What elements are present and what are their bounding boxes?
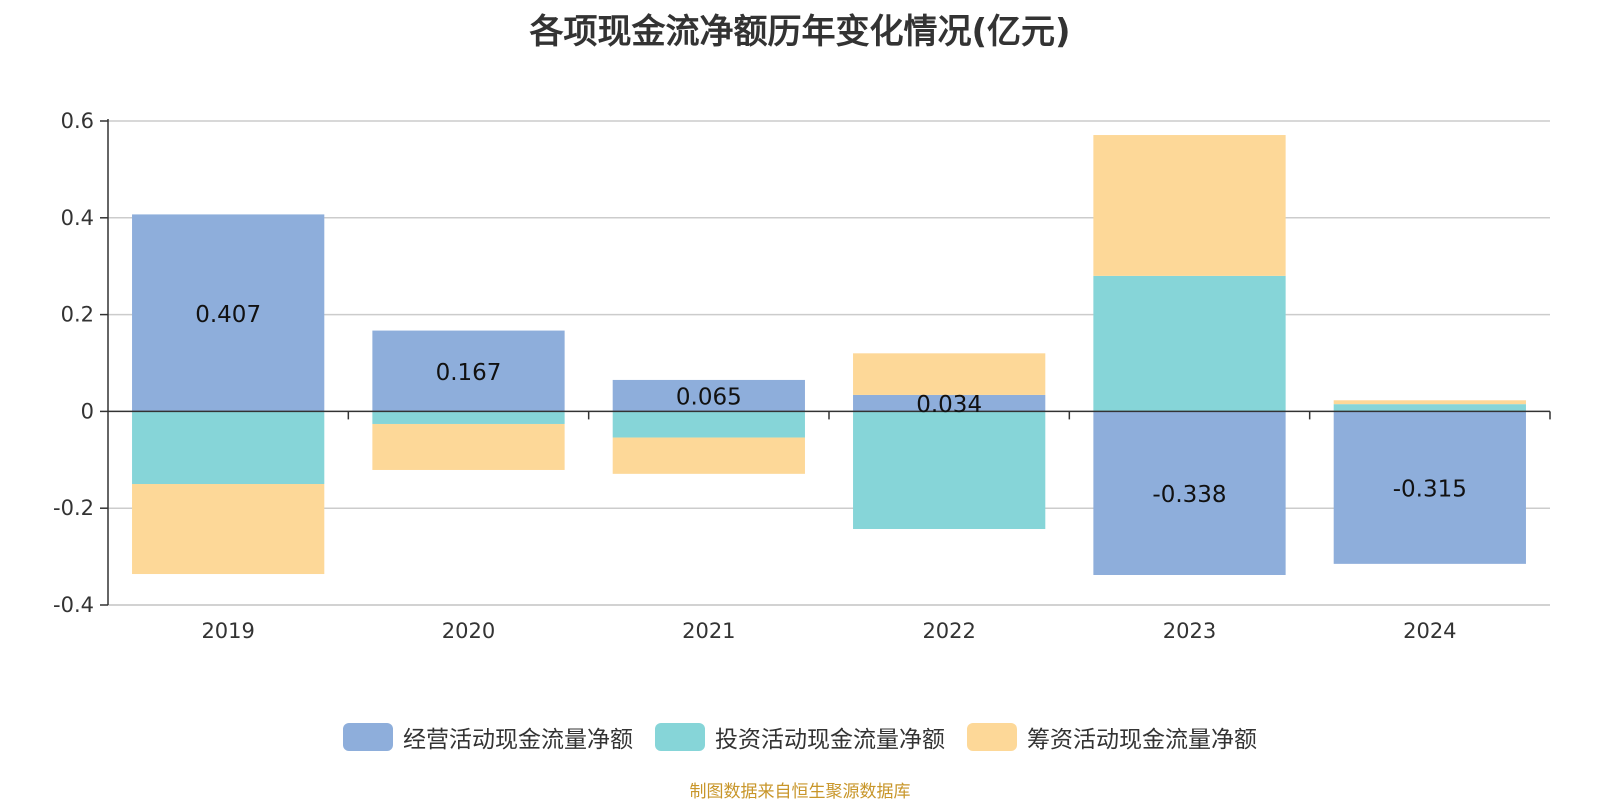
- legend: 经营活动现金流量净额 投资活动现金流量净额 筹资活动现金流量净额: [0, 720, 1600, 754]
- bar-segment: [853, 353, 1046, 395]
- axes: 0.6 0.4 0.2 0 -0.2 -0.4 2019 2020 2021 2022 2023 20…: [53, 109, 1551, 643]
- chart-plot: 0.6 0.4 0.2 0 -0.2 -0.4 2019 2020 2021 2022 2023 20…: [53, 109, 1551, 643]
- legend-item[interactable]: 筹资活动现金流量净额: [967, 720, 1257, 754]
- data-label: 0.167: [436, 360, 502, 386]
- data-label: 0.065: [676, 385, 742, 411]
- x-tick-label: 2024: [1403, 619, 1456, 643]
- y-tick-label: -0.4: [53, 593, 94, 617]
- bar-segment: [1333, 411, 1526, 564]
- legend-swatch: [967, 723, 1017, 751]
- data-label: 0.034: [916, 392, 982, 418]
- source-note: 制图数据来自恒生聚源数据库: [689, 782, 911, 802]
- bar-segment: [612, 437, 805, 474]
- bar-segment: [1093, 275, 1286, 412]
- legend-swatch: [343, 723, 393, 751]
- legend-label: 经营活动现金流量净额: [403, 727, 633, 753]
- y-tick-label: 0.2: [61, 303, 94, 327]
- y-tick-label: 0.4: [61, 206, 94, 230]
- bar-segment: [1093, 135, 1286, 276]
- chart-title: 各项现金流净额历年变化情况(亿元): [529, 12, 1071, 52]
- bar-group: [132, 135, 1526, 575]
- bar-segment: [1333, 400, 1526, 405]
- x-tick-label: 2020: [442, 619, 495, 643]
- legend-label: 筹资活动现金流量净额: [1027, 727, 1257, 753]
- bar-segment: [1093, 411, 1286, 575]
- y-tick-label: 0: [81, 399, 94, 423]
- y-tick-label: -0.2: [53, 496, 94, 520]
- legend-swatch: [655, 723, 705, 751]
- bar-segment: [612, 411, 805, 438]
- data-label: 0.407: [195, 302, 261, 328]
- bar-segment: [1333, 404, 1526, 412]
- bar-segment: [132, 214, 325, 412]
- bar-segment: [372, 411, 565, 424]
- bar-segment: [853, 411, 1046, 530]
- bar-segment: [853, 394, 1046, 412]
- legend-item[interactable]: 经营活动现金流量净额: [343, 720, 633, 754]
- grid-lines: [108, 120, 1550, 606]
- x-tick-label: 2023: [1163, 619, 1216, 643]
- bar-segment: [132, 484, 325, 575]
- y-tick-label: 0.6: [61, 109, 94, 133]
- bar-segment: [372, 330, 565, 412]
- bar-segment: [132, 411, 325, 484]
- bar-segment: [372, 423, 565, 470]
- data-labels: 0.407 0.167 0.065 0.034 -0.338 -0.315: [195, 302, 1467, 508]
- x-tick-label: 2022: [922, 619, 975, 643]
- bar-segment: [612, 379, 805, 412]
- legend-item[interactable]: 投资活动现金流量净额: [655, 720, 945, 754]
- data-label: -0.315: [1393, 477, 1467, 503]
- x-tick-label: 2019: [201, 619, 254, 643]
- x-tick-label: 2021: [682, 619, 735, 643]
- data-label: -0.338: [1152, 482, 1226, 508]
- legend-label: 投资活动现金流量净额: [715, 727, 945, 753]
